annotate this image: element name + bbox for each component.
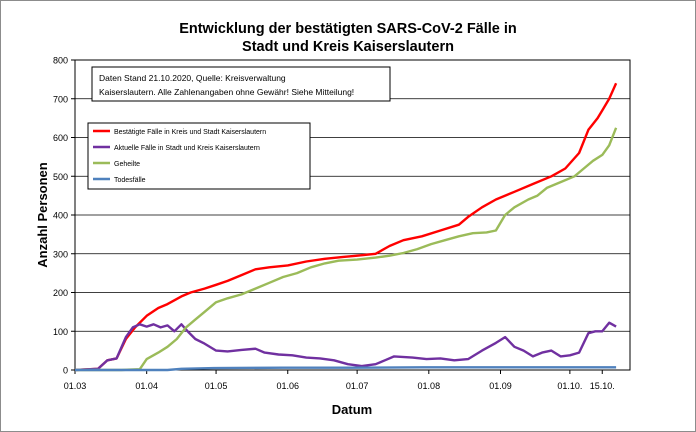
note-line-2: Kaiserslautern. Alle Zahlenangaben ohne … xyxy=(99,87,354,97)
legend-entry-2: Geheilte xyxy=(114,161,140,168)
y-axis-label: Anzahl Personen xyxy=(35,162,50,268)
chart-title-line-2: Stadt und Kreis Kaiserslautern xyxy=(242,39,454,55)
x-tick-label: 01.09 xyxy=(489,381,512,391)
y-tick-label: 0 xyxy=(63,366,68,376)
series-line-2 xyxy=(75,127,618,372)
y-tick-label: 100 xyxy=(53,327,68,337)
x-tick-label: 15.10. xyxy=(590,381,615,391)
y-tick-label: 500 xyxy=(53,172,68,182)
x-tick-label: 01.03 xyxy=(64,381,87,391)
legend-entry-0: Bestätigte Fälle in Kreis und Stadt Kais… xyxy=(114,129,266,136)
x-tick-label: 01.08 xyxy=(418,381,441,391)
y-axis-ticks: 0 100 200 300 400 500 600 700 800 xyxy=(53,56,75,376)
y-tick-label: 400 xyxy=(53,211,68,221)
x-axis-label: Datum xyxy=(332,402,372,417)
y-tick-label: 300 xyxy=(53,249,68,259)
x-axis-ticks: 01.03 01.04 01.05 01.06 01.07 01.08 01.09 01.10… xyxy=(64,370,615,391)
series-line-3 xyxy=(75,366,617,372)
series-line-1 xyxy=(74,321,617,372)
x-tick-label: 01.04 xyxy=(135,381,158,391)
x-tick-label: 01.07 xyxy=(346,381,369,391)
note-box: Daten Stand 21.10.2020, Quelle: Kreisver… xyxy=(91,66,391,102)
chart-title-line-1: Entwicklung der bestätigten SARS-CoV-2 F… xyxy=(179,21,517,37)
series-layer xyxy=(74,82,618,372)
y-tick-label: 800 xyxy=(53,56,68,66)
note-line-1: Daten Stand 21.10.2020, Quelle: Kreisver… xyxy=(99,73,286,83)
y-tick-label: 700 xyxy=(53,94,68,104)
x-tick-label: 01.10. xyxy=(557,381,582,391)
x-tick-label: 01.05 xyxy=(205,381,228,391)
series-line-0 xyxy=(74,82,618,372)
x-tick-label: 01.06 xyxy=(276,381,299,391)
legend-entry-1: Aktuelle Fälle in Stadt und Kreis Kaiser… xyxy=(114,145,260,152)
legend: Bestätigte Fälle in Kreis und Stadt Kais… xyxy=(87,122,311,190)
y-tick-label: 200 xyxy=(53,288,68,298)
y-tick-label: 600 xyxy=(53,133,68,143)
legend-entry-3: Todesfälle xyxy=(114,177,146,184)
gridlines xyxy=(75,59,630,371)
